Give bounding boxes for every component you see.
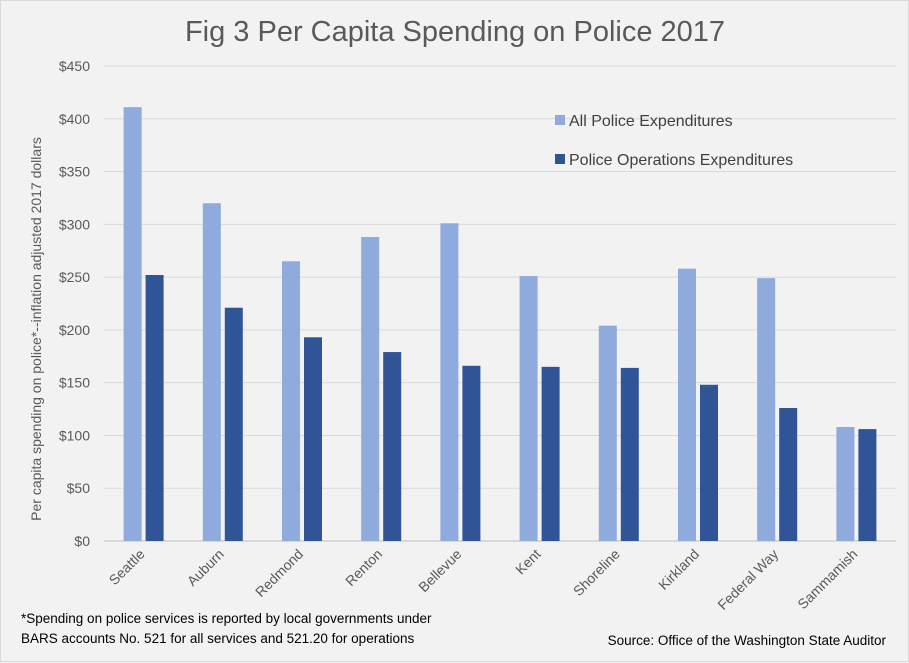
bar: [383, 352, 402, 541]
bar: [462, 365, 481, 541]
y-tick-label: $300: [59, 216, 90, 232]
y-tick-label: $450: [59, 58, 90, 74]
y-tick-label: $0: [74, 533, 90, 549]
bar: [224, 307, 243, 541]
chart-title: Fig 3 Per Capita Spending on Police 2017: [185, 16, 725, 48]
x-tick-label: Kent: [512, 546, 544, 578]
bars: [123, 107, 877, 542]
x-tick-label: Auburn: [184, 546, 227, 589]
x-tick-label: Redmond: [252, 546, 306, 600]
bar: [282, 261, 300, 541]
bar: [304, 337, 322, 541]
bar: [202, 203, 221, 541]
x-tick-label: Seattle: [106, 546, 148, 588]
y-tick-label: $350: [59, 164, 90, 180]
y-axis-ticks: $0 $50 $100 $150 $200 $250 $300 $350 $400 $450: [59, 58, 90, 549]
x-tick-label: Renton: [342, 546, 385, 589]
bar: [620, 367, 639, 541]
gridlines: [104, 65, 896, 542]
x-axis-ticks: Seattle Auburn Redmond Renton Bellevue Kent Sh…: [106, 546, 861, 613]
y-tick-label: $400: [59, 111, 90, 127]
legend-label-operations: Police Operations Expenditures: [569, 152, 793, 169]
bar: [678, 268, 696, 541]
bar: [757, 278, 776, 541]
bar: [145, 275, 164, 541]
bar: [836, 427, 855, 541]
legend: All Police Expenditures Police Operation…: [555, 113, 793, 169]
bar: [858, 429, 877, 541]
y-axis-label: Per capita spending on police*--inflatio…: [28, 137, 44, 521]
y-tick-label: $50: [67, 480, 91, 496]
footnote-line-1: *Spending on police services is reported…: [21, 611, 432, 626]
y-tick-label: $150: [59, 375, 90, 391]
bar: [123, 107, 142, 542]
x-tick-label: Federal Way: [714, 546, 781, 613]
footnote: *Spending on police services is reported…: [21, 609, 431, 649]
legend-label-all-police: All Police Expenditures: [569, 113, 733, 130]
bar: [519, 276, 538, 541]
footnote-line-2: BARS accounts No. 521 for all services a…: [21, 631, 415, 646]
bar: [541, 366, 560, 541]
source-note: Source: Office of the Washington State A…: [607, 633, 886, 648]
legend-swatch-operations: [555, 154, 565, 164]
bar: [779, 408, 798, 541]
y-tick-label: $200: [59, 322, 90, 338]
bar: [440, 223, 459, 541]
x-tick-label: Shoreline: [570, 546, 623, 599]
bar: [700, 384, 718, 541]
x-tick-label: Bellevue: [415, 546, 464, 595]
bar: [361, 237, 380, 541]
bar: [598, 325, 617, 541]
legend-swatch-all-police: [555, 115, 565, 125]
x-tick-label: Sammamish: [794, 546, 860, 612]
x-tick-label: Kirkland: [655, 546, 702, 593]
y-tick-label: $100: [59, 427, 90, 443]
y-tick-label: $250: [59, 269, 90, 285]
